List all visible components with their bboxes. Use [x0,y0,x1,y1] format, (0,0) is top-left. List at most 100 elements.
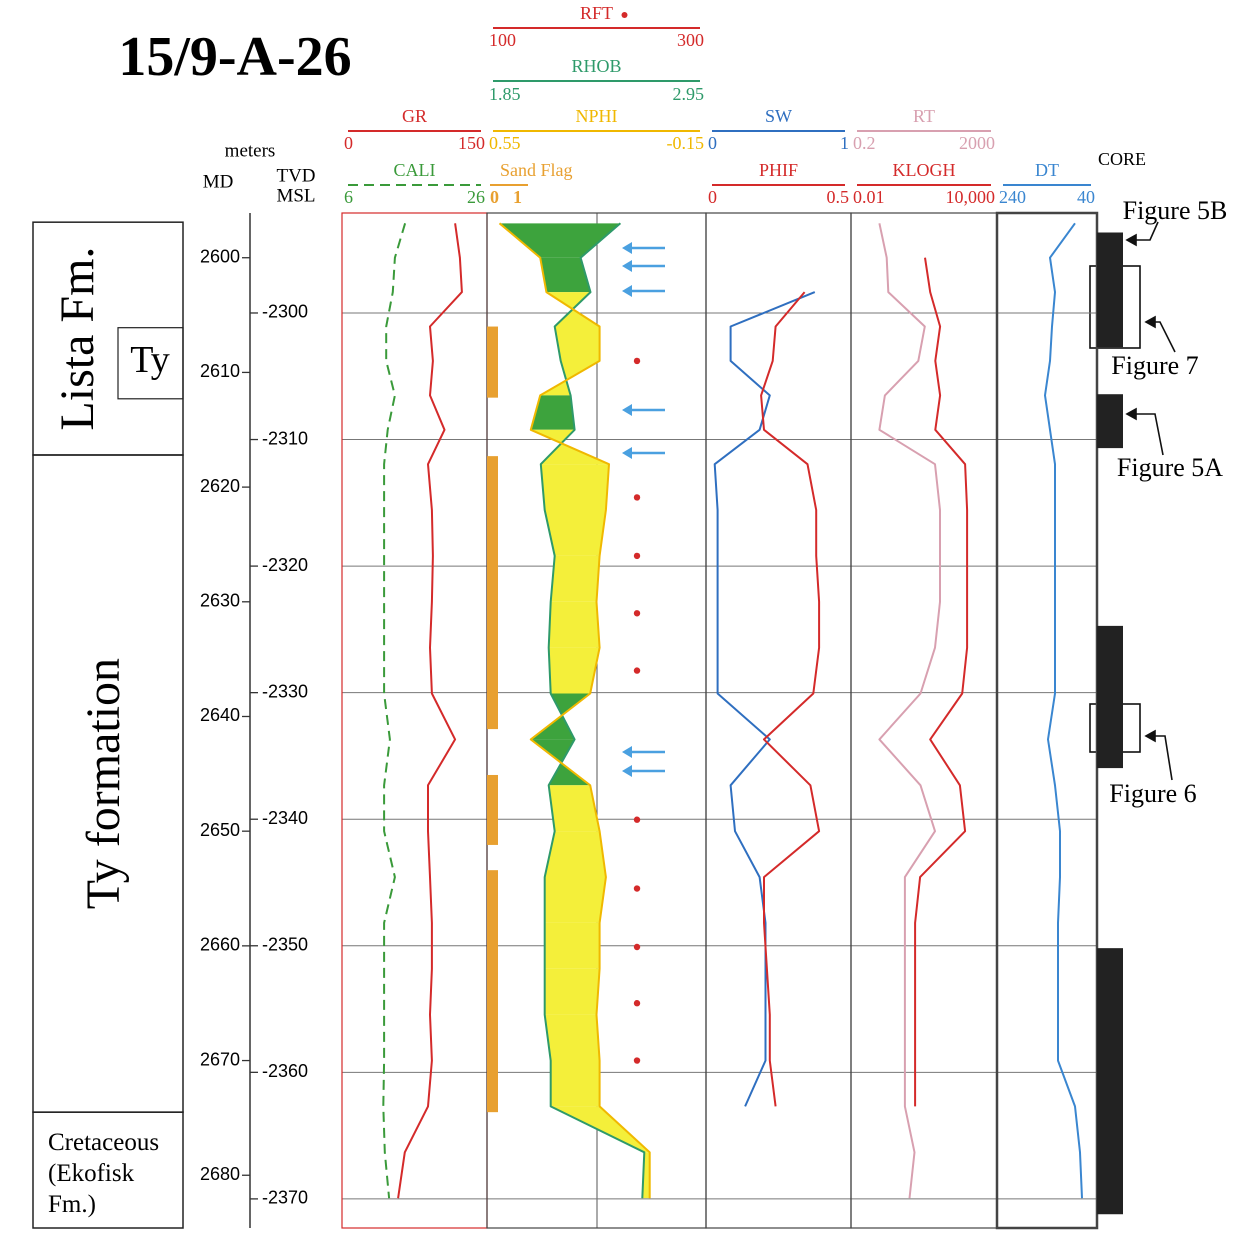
arrow-head [1125,407,1137,421]
legend-label: KLOGH [893,160,956,180]
tvd-label: TVD [276,165,315,186]
md-tick-label: 2640 [200,705,240,725]
log-curve [397,223,463,1199]
scale-label: 26 [467,187,485,207]
subzone [117,327,184,400]
log-curve [382,223,407,1199]
legend-label: RFT [580,3,613,23]
scale-label: 300 [677,30,704,50]
sand-flag [487,326,498,398]
legend-label: CALI [394,160,436,180]
arrow [1146,321,1176,353]
crossover-fill [540,464,610,511]
md-tick-label: 2620 [200,476,240,496]
separation-fill [540,257,591,293]
legend-label: SW [765,106,792,126]
tvd-tick-label: -2340 [262,808,308,828]
rft-point [633,667,641,674]
tvd-tick-label: -2370 [262,1188,308,1208]
rft-point [633,943,641,951]
arrow-head [1144,315,1156,329]
tvd-tick-label: -2360 [262,1061,308,1081]
scale-label: 2000 [959,133,995,153]
scale-label: 0.2 [853,133,876,153]
core-interval [1097,625,1123,769]
crossover-fill [550,1060,600,1107]
rft-point [633,1057,641,1064]
legend-label: GR [402,106,427,126]
legend-marker [621,12,628,18]
md-tick-label: 2670 [200,1049,240,1069]
zone-label: Ty formation [77,658,130,909]
arrow [1127,413,1164,456]
core-interval [1097,232,1123,348]
md-tick-label: 2610 [200,361,240,381]
scale-label: 0.55 [489,133,521,153]
depth-units: meters [225,140,276,161]
md-tick-label: 2650 [200,820,240,840]
crossover-fill [544,831,606,878]
sand-flag [487,456,498,730]
rft-point [633,357,641,365]
crossover-fill [548,647,600,694]
core-label: CORE [1098,149,1146,169]
track-frame [995,211,1099,1230]
scale-label: -0.15 [667,133,705,153]
scale-label: 6 [344,187,353,207]
marker-arrow-head [622,260,632,272]
tvd-tick-label: -2300 [262,302,308,322]
scale-label: 0 [708,187,717,207]
md-tick-label: 2680 [200,1164,240,1184]
legend-label: NPHI [575,106,617,126]
marker-arrow-head [622,447,632,459]
arrow-head [1144,729,1156,743]
md-label: MD [203,171,234,192]
zone-label: Lista Fm. [51,247,104,431]
zone-label: (Ekofisk [48,1160,135,1187]
rft-point [633,885,641,892]
arrow-head [1125,233,1137,247]
crossover-fill [544,877,606,923]
crossover-fill [554,326,600,361]
legend-label: PHIF [759,160,798,180]
annotation: Figure 7 [1111,351,1198,380]
log-curve [878,223,941,1199]
tvd-tick-label: -2350 [262,935,308,955]
marker-arrow-head [622,404,632,416]
scale-label: 1.85 [489,84,521,104]
marker-arrow-head [622,242,632,254]
crossover-fill [548,601,600,648]
separation-fill [530,395,575,430]
md-tick-label: 2630 [200,591,240,611]
scale-label: 2.95 [673,84,705,104]
crossover-fill [544,510,606,556]
subzone-label: Ty [130,339,170,381]
crossover-fill [544,922,600,969]
scale-label: 40 [1077,187,1095,207]
md-tick-label: 2600 [200,246,240,266]
scale-label: 150 [458,133,485,153]
zone-label: Fm.) [48,1191,96,1218]
annotation: Figure 5A [1117,453,1223,482]
scale-label: 0 [344,133,353,153]
sand-flag [487,870,498,1113]
rft-point [633,552,641,560]
arrow [1146,735,1173,781]
legend-label: RHOB [571,56,621,76]
msl-label: MSL [276,185,315,206]
log-curve [498,222,651,1199]
crossover-fill [544,968,600,1015]
core-interval [1097,394,1123,449]
scale-label: 0.5 [827,187,850,207]
zone-label: Cretaceous [48,1129,159,1156]
crossover-fill [544,1014,600,1061]
layers: Lista Fm. Ty Ty formation Cretaceous (Ekofis… [32,3,1123,1230]
rft-point [633,1000,641,1007]
log-curve [713,291,816,1107]
zone [32,1111,184,1229]
scale-label: 0 [708,133,717,153]
marker-arrow-head [622,285,632,297]
legend-label: RT [913,106,935,126]
md-tick-label: 2660 [200,935,240,955]
